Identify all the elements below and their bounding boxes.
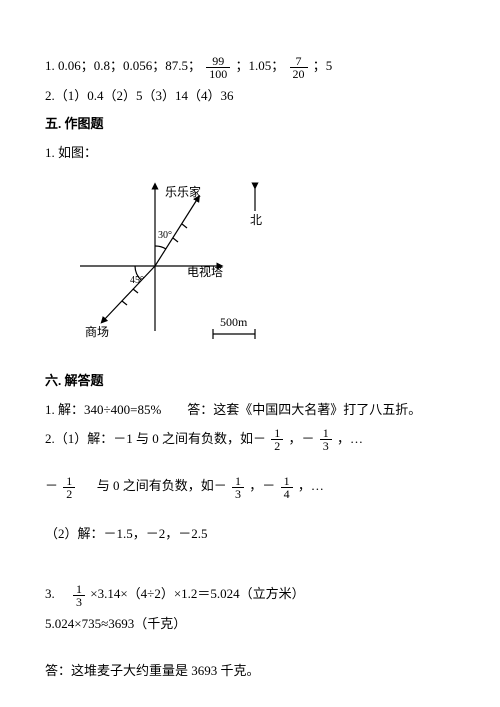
- fraction-7-20: 7 20: [290, 55, 308, 80]
- section-6-heading: 六. 解答题: [45, 369, 455, 394]
- prob-6-2-sol2: （2）解：－1.5，－2，－2.5: [45, 522, 455, 547]
- label-tower: 电视塔: [187, 264, 223, 279]
- answer-line-1: 1. 0.06；0.8；0.056；87.5； 99 100 ；1.05； 7 …: [45, 54, 455, 80]
- fraction-1-3b: 13: [232, 475, 244, 500]
- fraction-1-2b: 12: [63, 475, 75, 500]
- label-30deg: 30°: [158, 230, 172, 241]
- fraction-99-100: 99 100: [206, 55, 230, 80]
- label-45deg: 45°: [130, 275, 144, 286]
- fraction-1-2: 12: [271, 427, 283, 452]
- compass-diagram: 北 乐乐家 电视塔 商场 500m 30° 45°: [65, 176, 455, 360]
- label-lele: 乐乐家: [165, 184, 201, 199]
- label-north: 北: [250, 213, 262, 227]
- prob-5-1: 1. 如图：: [45, 141, 455, 166]
- fraction-1-3: 13: [320, 427, 332, 452]
- prob-6-2-part2: － 12 与 0 之间有负数，如－ 13 ，－ 14 ，…: [45, 474, 455, 500]
- text: 1. 0.06；0.8；0.056；87.5；: [45, 58, 201, 73]
- prob-6-2-part1: 2.（1）解：－1 与 0 之间有负数，如－ 12 ，－ 13 ，…: [45, 427, 455, 453]
- text: ；1.05；: [236, 58, 285, 73]
- prob-6-3-line2: 5.024×735≈3693（千克）: [45, 612, 455, 637]
- fraction-1-4: 14: [281, 475, 293, 500]
- section-5-heading: 五. 作图题: [45, 112, 455, 137]
- fraction-1-3c: 13: [73, 583, 85, 608]
- prob-6-3-line1: 3. 13 ×3.14×（4÷2）×1.2＝5.024（立方米）: [45, 582, 455, 608]
- label-mall: 商场: [85, 324, 109, 339]
- label-scale: 500m: [220, 315, 248, 329]
- text: ；5: [313, 58, 333, 73]
- prob-6-1: 1. 解：340÷400=85% 答：这套《中国四大名著》打了八五折。: [45, 398, 455, 423]
- answer-line-2: 2.（1）0.4（2）5（3）14（4）36: [45, 84, 455, 109]
- prob-6-3-answer: 答：这堆麦子大约重量是 3693 千克。: [45, 659, 455, 684]
